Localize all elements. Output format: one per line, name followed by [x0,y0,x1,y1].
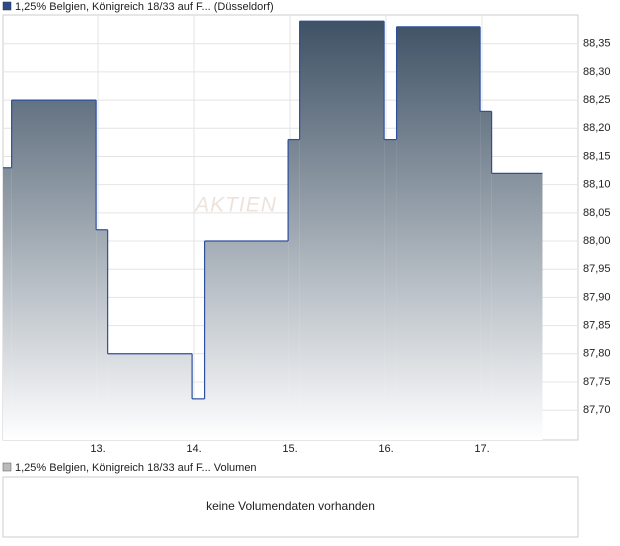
area-segment [192,398,205,440]
area-segment [204,241,289,440]
volume-message: keine Volumendaten vorhanden [206,499,375,513]
y-tick-label: 87,90 [583,291,611,303]
y-tick-label: 88,35 [583,38,611,50]
x-tick-label: 16. [378,443,393,455]
y-tick-label: 87,70 [583,404,611,416]
x-tick-label: 17. [474,443,489,455]
area-segment [396,26,481,440]
y-tick-label: 88,25 [583,94,611,106]
legend-label: 1,25% Belgien, Königreich 18/33 auf F...… [15,462,257,474]
area-segment [299,21,385,441]
x-tick-label: 15. [282,443,297,455]
y-tick-label: 87,80 [583,348,611,360]
legend-swatch [2,462,12,472]
y-tick-label: 87,95 [583,263,611,275]
legend-label: 1,25% Belgien, Königreich 18/33 auf F...… [15,1,274,13]
y-tick-label: 88,05 [583,207,611,219]
y-tick-label: 88,00 [583,235,611,247]
y-tick-label: 87,85 [583,319,611,331]
area-segment [384,139,397,440]
watermark: AKTIEN [193,194,277,217]
area-segment [480,111,492,441]
area-segment [3,167,12,440]
y-tick-label: 88,30 [583,66,611,78]
area-segment [96,229,108,440]
area-segment [491,173,543,440]
volume-frame [2,476,579,538]
y-tick-label: 87,75 [583,376,611,388]
area-segment [11,100,97,440]
legend-swatch [2,1,12,11]
area-segment [107,353,193,440]
area-segment [288,139,300,440]
y-tick-label: 88,10 [583,179,611,191]
x-tick-label: 13. [90,443,105,455]
y-tick-label: 88,20 [583,122,611,134]
y-tick-label: 88,15 [583,150,611,162]
x-tick-label: 14. [186,443,201,455]
